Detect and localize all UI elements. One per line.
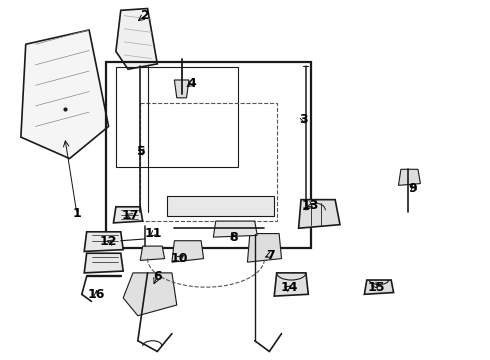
- Polygon shape: [114, 207, 143, 223]
- Text: 9: 9: [409, 183, 417, 195]
- Text: 12: 12: [100, 235, 117, 248]
- Polygon shape: [174, 80, 189, 98]
- Polygon shape: [172, 241, 203, 262]
- Polygon shape: [84, 253, 123, 273]
- Text: 4: 4: [187, 77, 196, 90]
- Polygon shape: [21, 30, 109, 158]
- Text: 14: 14: [280, 281, 297, 294]
- Bar: [140, 103, 277, 221]
- Polygon shape: [213, 221, 257, 237]
- Text: 2: 2: [141, 9, 149, 22]
- Bar: [106, 62, 311, 248]
- Polygon shape: [398, 169, 420, 185]
- Text: 8: 8: [229, 231, 238, 244]
- Bar: [167, 196, 274, 216]
- Text: 15: 15: [368, 281, 385, 294]
- Text: 10: 10: [171, 252, 188, 265]
- Text: 3: 3: [299, 113, 308, 126]
- Polygon shape: [247, 234, 282, 262]
- Polygon shape: [84, 232, 123, 251]
- Text: 5: 5: [137, 145, 146, 158]
- Polygon shape: [274, 273, 308, 296]
- Bar: [116, 67, 238, 167]
- Text: 17: 17: [122, 209, 139, 222]
- Polygon shape: [365, 280, 393, 294]
- Polygon shape: [298, 200, 340, 228]
- Text: 6: 6: [153, 270, 162, 283]
- Polygon shape: [116, 9, 157, 69]
- Text: 1: 1: [73, 207, 81, 220]
- Text: 13: 13: [301, 198, 319, 212]
- Polygon shape: [140, 246, 165, 260]
- Text: 7: 7: [266, 248, 275, 261]
- Polygon shape: [123, 273, 177, 316]
- Text: 11: 11: [145, 227, 162, 240]
- Text: 16: 16: [88, 288, 105, 301]
